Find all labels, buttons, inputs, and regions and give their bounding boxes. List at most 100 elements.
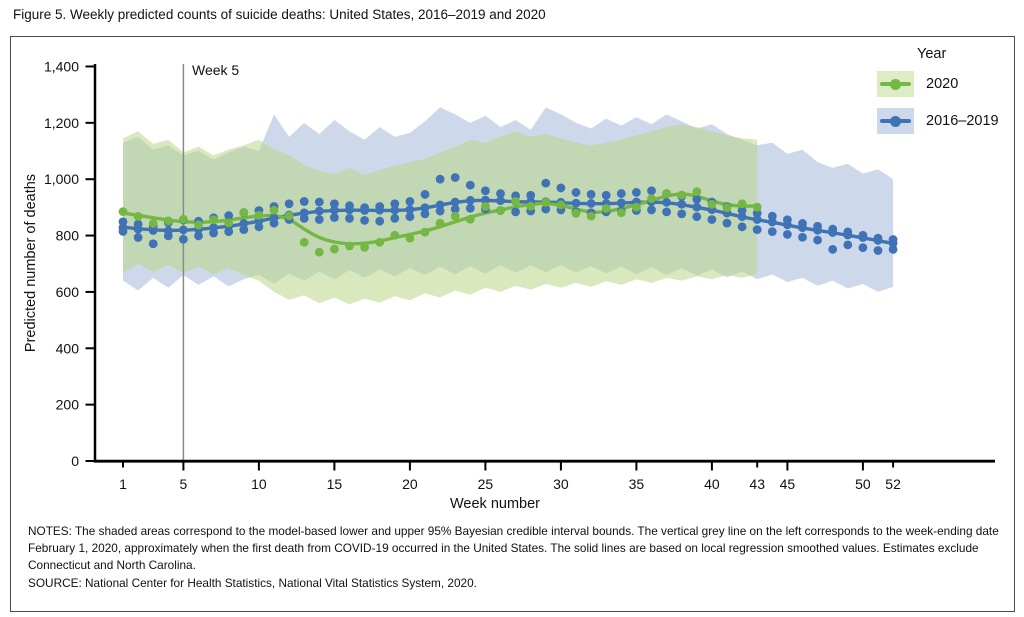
data-point-2016–2019 bbox=[420, 190, 430, 199]
data-point-2016–2019 bbox=[843, 230, 853, 240]
data-point-2016–2019 bbox=[435, 174, 445, 184]
data-point-2020 bbox=[148, 219, 158, 228]
data-point-2016–2019 bbox=[133, 233, 143, 242]
y-tick-label: 400 bbox=[56, 340, 80, 356]
data-point-2020 bbox=[616, 208, 626, 218]
y-tick-label: 800 bbox=[56, 228, 80, 244]
data-point-2016–2019 bbox=[752, 225, 762, 235]
data-point-2016–2019 bbox=[783, 220, 792, 230]
data-point-2016–2019 bbox=[360, 215, 369, 225]
x-tick-label: 1 bbox=[119, 476, 127, 492]
data-point-2020 bbox=[239, 208, 249, 217]
data-point-2016–2019 bbox=[813, 225, 822, 235]
data-point-2016–2019 bbox=[737, 212, 747, 222]
data-point-2020 bbox=[420, 227, 430, 237]
data-point-2020 bbox=[481, 202, 490, 211]
data-point-2016–2019 bbox=[435, 206, 445, 216]
data-point-2016–2019 bbox=[737, 206, 747, 215]
data-point-2016–2019 bbox=[314, 206, 324, 216]
data-point-2016–2019 bbox=[481, 195, 490, 205]
data-point-2016–2019 bbox=[647, 205, 656, 215]
data-points bbox=[118, 173, 898, 257]
data-point-2016–2019 bbox=[345, 213, 354, 223]
data-point-2016–2019 bbox=[330, 199, 339, 209]
legend-label-2020: 2020 bbox=[926, 76, 959, 92]
data-point-2016–2019 bbox=[118, 226, 128, 236]
data-point-2016–2019 bbox=[390, 205, 400, 215]
source-text: SOURCE: National Center for Health Stati… bbox=[28, 576, 477, 590]
data-point-2016–2019 bbox=[450, 197, 460, 207]
data-point-2016–2019 bbox=[632, 188, 641, 197]
data-point-2016–2019 bbox=[586, 190, 596, 199]
data-point-2016–2019 bbox=[390, 199, 400, 209]
data-point-2016–2019 bbox=[299, 197, 309, 206]
data-point-2020 bbox=[601, 204, 611, 213]
data-point-2016–2019 bbox=[571, 188, 581, 197]
data-point-2016–2019 bbox=[677, 209, 687, 219]
data-point-2016–2019 bbox=[435, 200, 445, 210]
data-point-2016–2019 bbox=[556, 183, 566, 193]
data-point-2016–2019 bbox=[541, 178, 551, 188]
data-point-2016–2019 bbox=[692, 194, 702, 204]
data-point-2016–2019 bbox=[616, 198, 626, 208]
data-point-2016–2019 bbox=[405, 212, 415, 222]
y-tick-label: 600 bbox=[56, 284, 80, 300]
legend-swatch-2016-2019 bbox=[877, 108, 914, 134]
legend-title: Year bbox=[917, 46, 947, 62]
data-point-2016–2019 bbox=[465, 180, 475, 190]
data-point-2016–2019 bbox=[405, 205, 415, 215]
data-point-2020 bbox=[284, 211, 294, 221]
data-point-2016–2019 bbox=[783, 230, 792, 239]
data-point-2016–2019 bbox=[330, 213, 339, 222]
data-point-2016–2019 bbox=[722, 218, 732, 228]
data-point-2020 bbox=[556, 200, 566, 210]
data-point-2020 bbox=[496, 206, 505, 215]
x-tick-label: 5 bbox=[180, 476, 188, 492]
x-tick-label: 52 bbox=[885, 476, 901, 492]
data-point-2016–2019 bbox=[179, 225, 188, 235]
data-point-2016–2019 bbox=[299, 213, 309, 223]
data-point-2016–2019 bbox=[481, 186, 490, 196]
data-point-2016–2019 bbox=[707, 215, 717, 224]
data-point-2020 bbox=[435, 218, 445, 228]
data-point-2016–2019 bbox=[541, 204, 551, 214]
data-point-2020 bbox=[299, 237, 309, 247]
legend-item-2020: 2020 bbox=[877, 71, 999, 97]
data-point-2020 bbox=[179, 214, 188, 224]
data-point-2016–2019 bbox=[420, 203, 430, 213]
legend-swatch-2020 bbox=[877, 71, 914, 97]
data-point-2016–2019 bbox=[163, 231, 173, 241]
data-point-2016–2019 bbox=[345, 205, 354, 215]
data-point-2020 bbox=[314, 247, 324, 257]
data-point-2016–2019 bbox=[647, 186, 656, 196]
data-point-2016–2019 bbox=[133, 224, 143, 234]
data-point-2016–2019 bbox=[586, 199, 596, 208]
data-point-2016–2019 bbox=[677, 199, 687, 209]
data-point-2016–2019 bbox=[798, 232, 807, 242]
data-point-2020 bbox=[752, 202, 762, 212]
legend-dot-icon bbox=[890, 78, 901, 90]
data-point-2016–2019 bbox=[662, 207, 671, 217]
data-point-2020 bbox=[194, 220, 203, 230]
x-tick-label: 43 bbox=[749, 476, 765, 492]
data-point-2020 bbox=[360, 242, 369, 252]
data-point-2016–2019 bbox=[465, 195, 475, 205]
x-tick-label: 45 bbox=[780, 476, 796, 492]
data-point-2020 bbox=[133, 211, 143, 221]
data-point-2020 bbox=[405, 233, 415, 243]
week5-annotation-label: Week 5 bbox=[192, 62, 240, 78]
data-point-2016–2019 bbox=[390, 213, 400, 223]
data-point-2020 bbox=[209, 215, 219, 225]
x-tick-label: 20 bbox=[402, 476, 418, 492]
data-point-2020 bbox=[465, 214, 475, 224]
data-point-2016–2019 bbox=[692, 212, 702, 222]
data-point-2016–2019 bbox=[496, 196, 505, 206]
x-tick-label: 25 bbox=[478, 476, 494, 492]
notes-text: NOTES: The shaded areas correspond to th… bbox=[28, 524, 999, 572]
data-point-2016–2019 bbox=[888, 244, 898, 254]
data-point-2016–2019 bbox=[179, 234, 188, 244]
data-point-2016–2019 bbox=[420, 209, 430, 219]
y-tick-label: 200 bbox=[56, 397, 80, 413]
